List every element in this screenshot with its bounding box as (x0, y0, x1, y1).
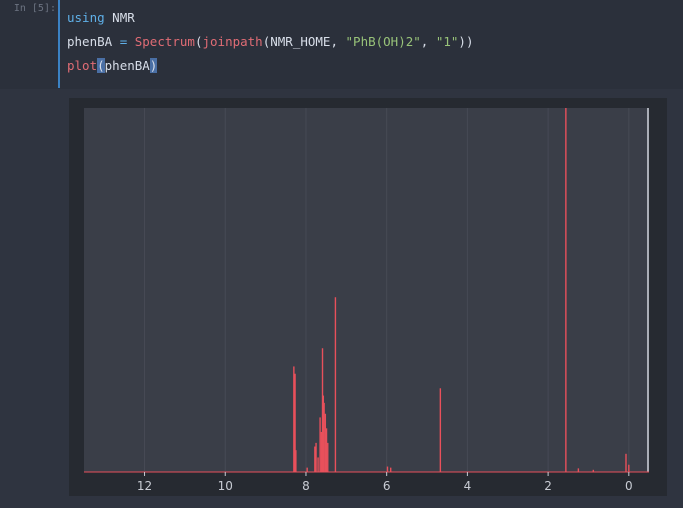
string-literal-2: "1" (435, 34, 459, 49)
args-text: (NMR_HOME, (262, 34, 346, 49)
space (127, 34, 135, 49)
module-name: NMR (104, 10, 135, 25)
variable-name: phenBA (67, 34, 120, 49)
code-cell[interactable]: In [5]: using NMR phenBA = Spectrum(join… (0, 0, 683, 90)
x-tick-label: 2 (544, 479, 552, 493)
code-line-1: using NMR (67, 10, 135, 26)
function-plot: plot (67, 58, 98, 73)
code-line-3: plot(phenBA) (67, 58, 158, 74)
plot-area-background (84, 108, 649, 472)
nmr-spectrum-chart[interactable]: 12 10 8 6 4 2 0 (69, 98, 667, 496)
x-tick-label: 12 (137, 479, 152, 493)
function-spectrum: Spectrum (134, 34, 195, 49)
plot-argument: phenBA (104, 58, 150, 73)
string-literal-1: "PhB(OH)2" (345, 34, 421, 49)
code-line-2: phenBA = Spectrum(joinpath(NMR_HOME, "Ph… (67, 34, 473, 50)
comma: , (420, 34, 436, 49)
keyword-using: using (67, 10, 105, 25)
x-tick-label: 8 (302, 479, 310, 493)
paren-close: )) (458, 34, 474, 49)
cell-prompt: In [5]: (13, 3, 56, 14)
x-tick-label: 6 (383, 479, 391, 493)
function-joinpath: joinpath (202, 34, 263, 49)
x-tick-label: 4 (464, 479, 472, 493)
code-editor[interactable]: using NMR phenBA = Spectrum(joinpath(NMR… (58, 0, 683, 88)
assign-operator: = (119, 34, 128, 49)
paren-open: ( (194, 34, 203, 49)
paren-highlight-close: ) (149, 58, 158, 73)
x-tick-label: 0 (625, 479, 633, 493)
paren-highlight-open: ( (97, 58, 105, 73)
x-tick-label: 10 (218, 479, 233, 493)
